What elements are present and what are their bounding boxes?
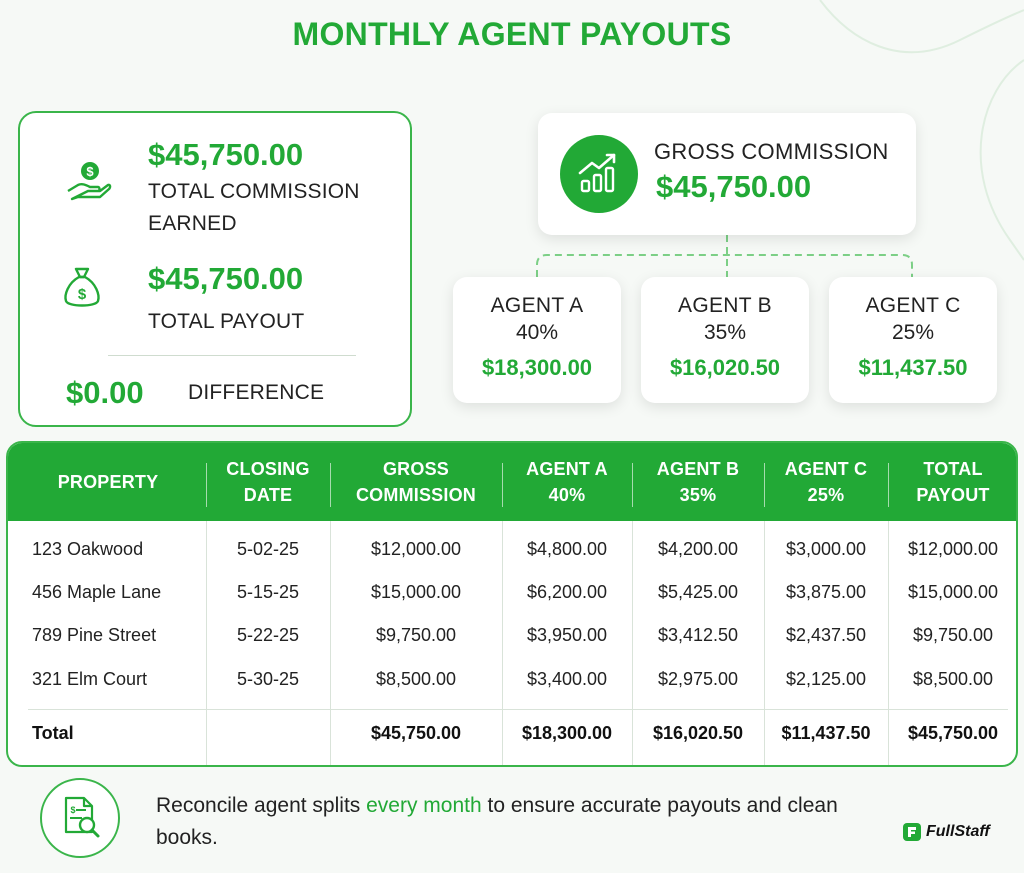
payout-table: PROPERTY CLOSING DATE GROSS COMMISSION AGE… [6, 441, 1018, 767]
agent-a-percent: 40% [515, 321, 559, 344]
cell-gross-commission: $8,500.00 [375, 669, 457, 689]
growth-chart-icon [578, 153, 616, 193]
total-commission-label-line1: TOTAL COMMISSION [148, 180, 360, 203]
cell-agent-b: $2,975.00 [657, 669, 739, 689]
fullstaff-logo-icon [903, 823, 921, 841]
brand-name: FullStaff [926, 823, 990, 840]
cell-agent-b: $3,412.50 [657, 625, 739, 645]
gross-commission-label: GROSS COMMISSION [654, 139, 889, 164]
agent-a-card: AGENT A 40% $18,300.00 [453, 277, 621, 403]
total-commission-label-line2: EARNED [148, 212, 237, 235]
header-agent-c: AGENT C 25% [784, 459, 868, 505]
total-agent-b: $16,020.50 [652, 723, 744, 743]
cell-agent-c: $2,125.00 [785, 669, 867, 689]
svg-text:$: $ [86, 164, 94, 179]
footer-icon-circle: $ [40, 778, 120, 858]
cell-total-payout: $8,500.00 [912, 669, 994, 689]
svg-text:$: $ [78, 286, 87, 303]
header-closing-date: CLOSING DATE [226, 459, 310, 505]
cell-agent-a: $4,800.00 [526, 539, 608, 559]
brand-logo: FullStaff [902, 822, 990, 842]
summary-divider [108, 355, 356, 356]
cell-agent-c: $3,000.00 [785, 539, 867, 559]
cell-agent-a: $3,400.00 [526, 669, 608, 689]
agent-a-name: AGENT A [490, 294, 584, 317]
cell-agent-c: $2,437.50 [785, 625, 867, 645]
cell-property: 123 Oakwood [32, 539, 144, 559]
total-commission-label: TOTAL COMMISSION EARNED [148, 176, 360, 240]
cell-property: 321 Elm Court [32, 669, 148, 689]
svg-text:$: $ [70, 805, 75, 815]
header-property: PROPERTY [57, 472, 159, 492]
footer-text-before: Reconcile agent splits [156, 794, 367, 817]
cell-total-payout: $12,000.00 [907, 539, 999, 559]
cell-agent-b: $4,200.00 [657, 539, 739, 559]
agent-c-amount: $11,437.50 [858, 355, 968, 380]
total-property: Total [32, 723, 74, 743]
agent-a-amount: $18,300.00 [481, 355, 593, 380]
header-agent-a: AGENT A 40% [526, 459, 608, 505]
summary-card: $ $45,750.00 TOTAL COMMISSION EARNED $ $… [18, 111, 412, 427]
total-commission-amount: $45,750.00 [148, 137, 304, 172]
difference-label: DIFFERENCE [188, 381, 325, 404]
page-title: MONTHLY AGENT PAYOUTS [292, 16, 732, 52]
table-header: PROPERTY CLOSING DATE GROSS COMMISSION AGE… [8, 443, 1016, 521]
agent-b-name: AGENT B [678, 294, 772, 317]
cell-gross-commission: $12,000.00 [370, 539, 462, 559]
total-agent-a: $18,300.00 [521, 723, 613, 743]
header-agent-b: AGENT B 35% [656, 459, 740, 505]
cell-total-payout: $9,750.00 [912, 625, 994, 645]
total-agent-c: $11,437.50 [781, 723, 871, 743]
header-gross-commission: GROSS COMMISSION [355, 459, 476, 505]
cell-property: 456 Maple Lane [32, 582, 162, 602]
gross-commission-card: GROSS COMMISSION $45,750.00 [538, 113, 916, 235]
gross-commission-amount: $45,750.00 [656, 169, 812, 204]
footer-message: Reconcile agent splits every month to en… [156, 790, 856, 854]
total-gross-commission: $45,750.00 [370, 723, 462, 743]
cell-closing-date: 5-02-25 [236, 539, 300, 559]
cell-agent-c: $3,875.00 [785, 582, 867, 602]
agent-c-card: AGENT C 25% $11,437.50 [829, 277, 997, 403]
agent-c-name: AGENT C [865, 294, 961, 317]
total-payout-label: TOTAL PAYOUT [148, 310, 305, 333]
cell-agent-a: $6,200.00 [526, 582, 608, 602]
agent-b-amount: $16,020.50 [669, 355, 781, 380]
cell-agent-a: $3,950.00 [526, 625, 608, 645]
money-bag-icon: $ [64, 267, 100, 307]
total-payout-amount: $45,750.00 [148, 261, 304, 296]
document-magnifier-icon: $ [64, 796, 100, 838]
agent-b-card: AGENT B 35% $16,020.50 [641, 277, 809, 403]
cell-gross-commission: $9,750.00 [375, 625, 457, 645]
hand-coin-icon: $ [67, 162, 112, 201]
footer-text-after: to ensure accurate payouts and clean boo… [156, 794, 838, 849]
footer-text-highlight: every month [366, 794, 482, 817]
gross-icon-circle [560, 135, 638, 213]
cell-closing-date: 5-15-25 [236, 582, 300, 602]
cell-property: 789 Pine Street [32, 625, 157, 645]
cell-agent-b: $5,425.00 [657, 582, 739, 602]
cell-closing-date: 5-30-25 [236, 669, 300, 689]
cell-total-payout: $15,000.00 [907, 582, 999, 602]
difference-amount: $0.00 [66, 375, 144, 410]
total-closing-date [206, 721, 330, 745]
total-total-payout: $45,750.00 [907, 723, 999, 743]
cell-gross-commission: $15,000.00 [370, 582, 462, 602]
header-total-payout: TOTAL PAYOUT [916, 459, 990, 505]
agent-b-percent: 35% [703, 321, 747, 344]
total-divider [28, 709, 1008, 710]
cell-closing-date: 5-22-25 [236, 625, 300, 645]
agent-c-percent: 25% [891, 321, 935, 344]
